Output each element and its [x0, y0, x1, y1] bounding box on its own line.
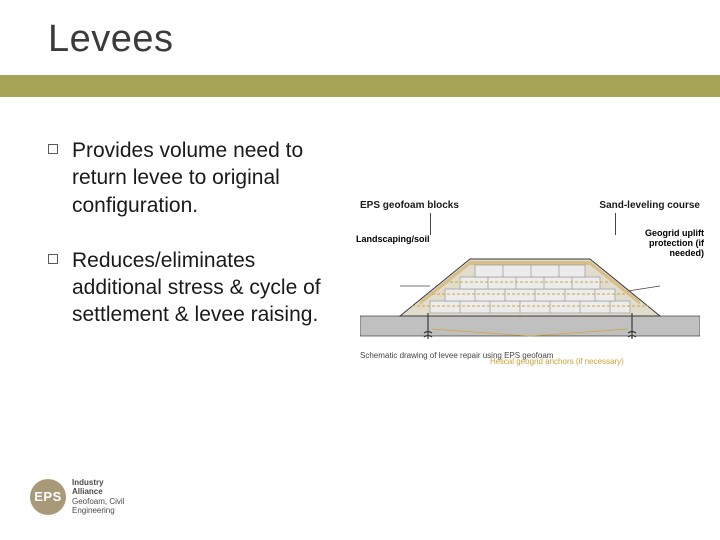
bullet-marker-icon	[48, 144, 58, 154]
logo-badge-icon: EPS	[30, 479, 66, 515]
bullet-text: Reduces/eliminates additional stress & c…	[72, 247, 348, 329]
page-title: Levees	[48, 18, 720, 61]
bullet-list: Provides volume need to return levee to …	[48, 137, 348, 357]
accent-square	[0, 75, 50, 97]
bullet-text: Provides volume need to return levee to …	[72, 137, 348, 219]
diagram-label-landscaping: Landscaping/soil	[356, 234, 430, 244]
eps-logo: EPS Industry Alliance Geofoam, Civil Eng…	[30, 478, 124, 516]
accent-stripe	[50, 75, 720, 97]
accent-bar	[0, 75, 720, 97]
diagram-label-geogrid: Geogrid uplift protection (if needed)	[624, 229, 704, 259]
diagram-label-anchor: Helical geogrid anchors (if necessary)	[490, 357, 624, 366]
list-item: Reduces/eliminates additional stress & c…	[48, 247, 348, 329]
bullet-marker-icon	[48, 254, 58, 264]
list-item: Provides volume need to return levee to …	[48, 137, 348, 219]
diagram-label-eps: EPS geofoam blocks	[360, 200, 530, 211]
levee-diagram: EPS geofoam blocks Sand-leveling course …	[360, 200, 700, 360]
logo-text: Industry Alliance Geofoam, Civil Enginee…	[72, 478, 124, 516]
diagram-label-sand: Sand-leveling course	[530, 200, 700, 211]
